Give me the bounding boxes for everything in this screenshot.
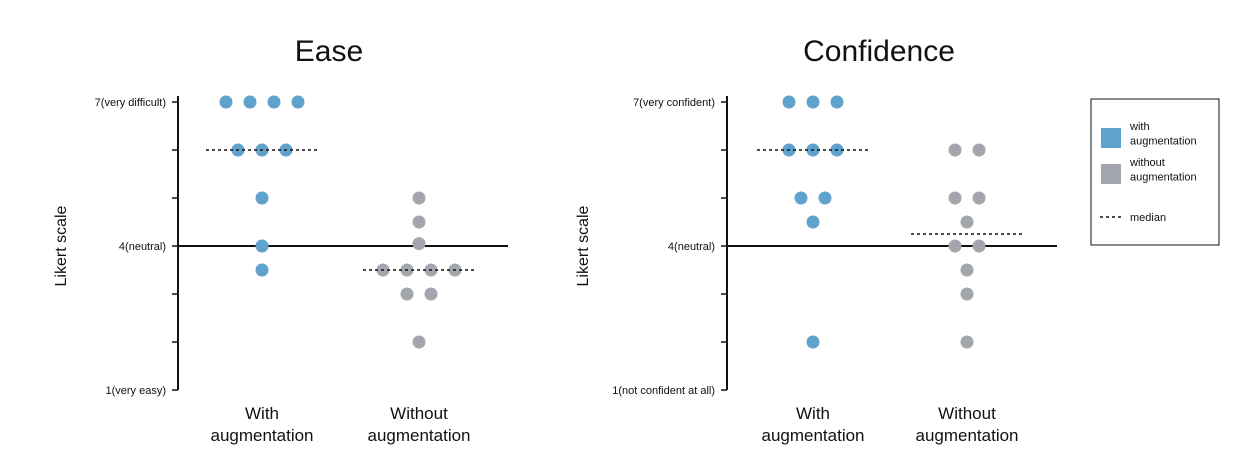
data-point	[291, 95, 305, 109]
data-point	[960, 263, 974, 277]
legend-swatch	[1101, 128, 1121, 148]
data-point	[255, 239, 269, 253]
data-point	[267, 95, 281, 109]
category-label: Without augmentation	[367, 404, 470, 445]
data-point	[219, 95, 233, 109]
data-point	[400, 287, 414, 301]
data-point	[412, 215, 426, 229]
data-point	[960, 215, 974, 229]
legend-label: without augmentation	[1129, 157, 1197, 183]
data-point	[412, 191, 426, 205]
data-point	[806, 95, 820, 109]
data-point	[972, 143, 986, 157]
data-point	[818, 191, 832, 205]
chart-title: Confidence	[803, 35, 955, 68]
y-axis-label: Likert scale	[575, 205, 592, 286]
y-tick-label: 4(neutral)	[668, 241, 715, 253]
data-point	[972, 239, 986, 253]
data-point	[794, 191, 808, 205]
data-point	[806, 335, 820, 349]
data-point	[960, 287, 974, 301]
y-axis-label: Likert scale	[53, 205, 70, 286]
data-point	[782, 95, 796, 109]
legend-swatch	[1101, 164, 1121, 184]
y-tick-label: 7(very difficult)	[95, 97, 166, 109]
data-point	[806, 215, 820, 229]
category-label: With augmentation	[761, 404, 864, 445]
data-point	[830, 95, 844, 109]
data-point	[412, 335, 426, 349]
data-point	[948, 143, 962, 157]
category-label: Without augmentation	[915, 404, 1018, 445]
data-point	[948, 191, 962, 205]
data-point	[255, 191, 269, 205]
category-label: With augmentation	[210, 404, 313, 445]
data-point	[243, 95, 257, 109]
data-point	[948, 239, 962, 253]
y-tick-label: 7(very confident)	[633, 97, 715, 109]
data-point	[424, 287, 438, 301]
confidence-panel: Confidence 1(not confident at all) 4(neutr…	[575, 35, 1057, 445]
data-point	[960, 335, 974, 349]
y-tick-label: 1(very easy)	[105, 385, 166, 397]
data-point	[972, 191, 986, 205]
ease-panel: Ease 1(very easy) 4(neutral) 7(very difficu…	[53, 35, 508, 445]
legend: with augmentation without augmentation media…	[1090, 98, 1220, 246]
y-tick-label: 1(not confident at all)	[612, 385, 715, 397]
legend-label: median	[1130, 212, 1166, 224]
data-point	[412, 237, 426, 251]
data-point	[255, 263, 269, 277]
chart-title: Ease	[295, 35, 363, 68]
y-tick-label: 4(neutral)	[119, 241, 166, 253]
legend-label: with augmentation	[1129, 121, 1197, 147]
